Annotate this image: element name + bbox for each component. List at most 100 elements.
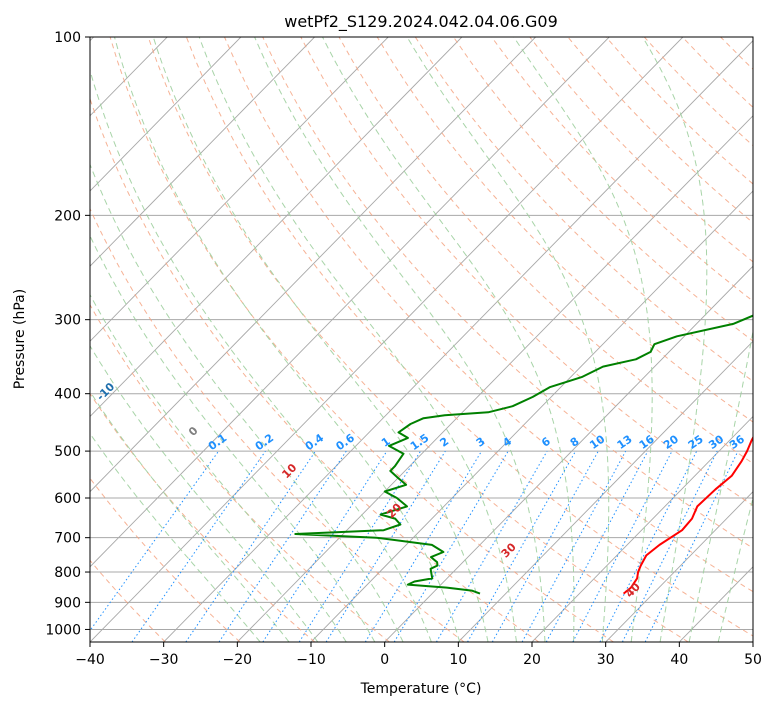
x-tick-label: −30 xyxy=(149,652,179,668)
profile-series xyxy=(294,314,753,595)
moist-adiabat xyxy=(254,37,546,642)
y-tick-label: 300 xyxy=(54,313,81,329)
mixing-ratio-line xyxy=(467,450,577,642)
isotherm xyxy=(90,37,610,568)
mixing-ratio-line xyxy=(435,450,548,642)
dry-adiabat xyxy=(338,37,753,465)
dry-adiabat xyxy=(90,392,316,642)
mixing-ratio-line xyxy=(262,450,388,642)
isotherm xyxy=(236,115,753,642)
mixing-ratio-line xyxy=(185,450,316,642)
dry-adiabat xyxy=(90,207,465,642)
plot-frame xyxy=(89,36,754,643)
mixing-ratio-label: 0.4 xyxy=(303,431,327,453)
moist-adiabat xyxy=(90,234,376,642)
isotherm xyxy=(531,415,753,642)
y-tick-label: 600 xyxy=(54,491,81,507)
isotherm xyxy=(90,37,536,493)
moist-adiabat xyxy=(322,37,575,642)
isotherm xyxy=(163,40,753,642)
mixing-ratio-line xyxy=(298,450,422,642)
dry-adiabat-label: 10 xyxy=(279,461,299,481)
y-tick-label: 1000 xyxy=(45,622,81,638)
mixing-ratio-label: 0.6 xyxy=(334,431,358,453)
dry-adiabat xyxy=(414,37,753,382)
x-tick-label: 0 xyxy=(380,652,389,668)
moist-adiabat xyxy=(198,37,517,642)
y-tick-label: 800 xyxy=(54,565,81,581)
isotherm xyxy=(752,641,753,642)
contour-labels: 0.1 0.2 0.4 0.6 1 1.5 2 3 4 6 8 10 13 16 20 25 30 36-1001… xyxy=(94,380,747,600)
isotherm xyxy=(457,340,753,642)
dry-adiabat-label: 0 xyxy=(186,424,201,439)
y-tick-label: 700 xyxy=(54,531,81,547)
mixing-ratio-label: 36 xyxy=(727,432,747,452)
dry-adiabat xyxy=(147,37,689,642)
mixing-ratio-line xyxy=(521,450,627,642)
dry-adiabat xyxy=(90,477,241,642)
y-tick-label: 400 xyxy=(54,387,81,403)
y-axis-label: Pressure (hPa) xyxy=(12,289,28,389)
dry-adiabat xyxy=(682,37,753,109)
mixing-ratio-label: 1.5 xyxy=(408,431,431,453)
moist-adiabat xyxy=(717,496,753,642)
mixing-ratio-line xyxy=(131,450,266,642)
mixing-ratio-line xyxy=(621,450,718,642)
dry-adiabat xyxy=(90,97,540,642)
moist-adiabat xyxy=(90,163,404,642)
x-tick-label: −10 xyxy=(296,652,326,668)
mixing-ratio-line xyxy=(90,450,220,632)
isotherm xyxy=(310,190,753,642)
moist-adiabat xyxy=(90,432,261,642)
mixing-ratio-line xyxy=(393,450,509,642)
mixing-ratio-line xyxy=(364,450,483,642)
x-axis-label: Temperature (°C) xyxy=(360,681,482,697)
mixing-ratio-label: 10 xyxy=(587,432,607,452)
mixing-ratio-label: 25 xyxy=(686,433,706,452)
mixing-ratio-label: 0.1 xyxy=(206,431,229,453)
x-tick-label: 30 xyxy=(597,652,615,668)
dry-adiabat xyxy=(185,37,753,637)
mixing-ratio-label: 2 xyxy=(438,435,452,450)
moist-adiabat xyxy=(688,329,753,642)
y-tick-label: 200 xyxy=(54,208,81,224)
mixing-ratio-label: 20 xyxy=(661,432,681,452)
mixing-ratio-label: 13 xyxy=(615,433,635,452)
x-tick-label: 50 xyxy=(744,652,762,668)
mixing-ratio-label: 3 xyxy=(474,435,488,450)
mixing-ratio-label: 8 xyxy=(568,435,582,450)
isotherm xyxy=(90,37,684,642)
moist-adiabat xyxy=(406,37,610,642)
dry-adiabat xyxy=(224,37,753,593)
y-tick-label: 500 xyxy=(54,444,81,460)
isotherm xyxy=(90,37,242,192)
moist-adiabat xyxy=(90,293,347,642)
moist-adiabat xyxy=(90,390,290,642)
isotherm xyxy=(90,37,315,267)
dry-adiabat xyxy=(759,37,775,642)
moist-adiabat xyxy=(152,37,489,642)
axes: −40 −30 −20 −10 0 10 20 30 40 5010020030040050060… xyxy=(45,30,762,668)
moist-adiabat xyxy=(90,68,432,642)
mixing-ratio-label: 6 xyxy=(539,435,553,450)
dry-adiabat-label: 40 xyxy=(623,580,643,600)
x-tick-label: 40 xyxy=(670,652,688,668)
x-tick-label: −20 xyxy=(223,652,253,668)
mixing-ratio-line xyxy=(491,450,599,642)
mixing-ratio-label: 30 xyxy=(706,432,726,452)
moist-adiabat xyxy=(642,37,708,642)
chart-title: wetPf2_S129.2024.042.04.06.G09 xyxy=(284,12,558,32)
isotherm xyxy=(605,491,753,642)
x-tick-label: −40 xyxy=(75,652,105,668)
temperature-line xyxy=(622,435,753,595)
dry-adiabat xyxy=(262,37,753,549)
dry-adiabat xyxy=(567,37,753,224)
isotherm xyxy=(90,37,463,418)
dry-adiabat xyxy=(376,37,753,423)
dry-adiabat xyxy=(90,559,166,642)
mixing-ratio-label: 16 xyxy=(637,432,657,452)
dewpoint-line xyxy=(294,314,753,595)
moist-adiabat xyxy=(114,37,461,642)
isotherm xyxy=(90,37,389,342)
